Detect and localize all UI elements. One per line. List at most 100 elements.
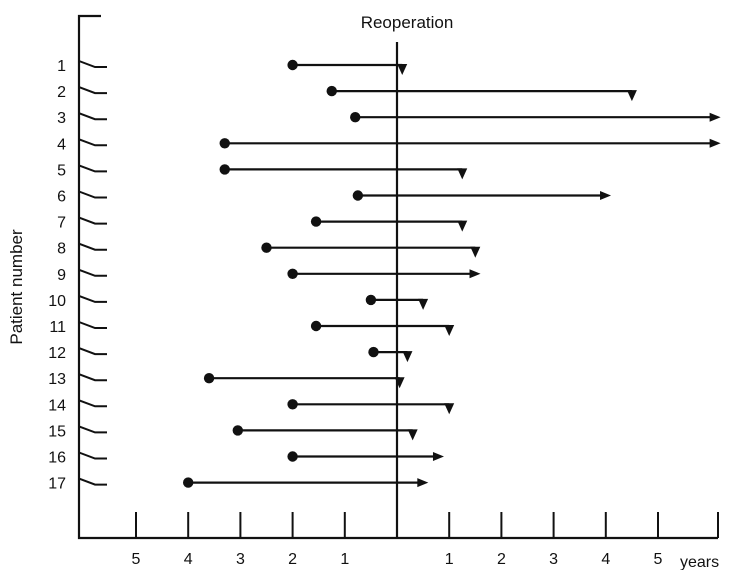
row-tick	[78, 138, 107, 147]
row-tick	[78, 399, 107, 408]
x-tick-label: 5	[654, 551, 663, 568]
patient-interval	[261, 242, 481, 258]
start-dot	[203, 373, 215, 384]
patient-label: 5	[57, 162, 66, 179]
patient-label: 10	[48, 293, 66, 310]
row-tick	[78, 216, 107, 225]
patient-label: 11	[49, 319, 66, 336]
row-tick	[78, 477, 107, 486]
row-tick	[78, 294, 107, 303]
row-tick	[78, 60, 107, 68]
patient-interval	[203, 373, 405, 389]
patient-intervals	[183, 59, 721, 488]
end-triangle	[626, 90, 637, 102]
patient-interval	[352, 190, 612, 201]
arrowhead	[709, 138, 721, 148]
patient-label: 7	[57, 215, 66, 232]
chart-frame	[77, 14, 718, 540]
row-tick	[78, 242, 107, 251]
patient-label: 13	[48, 371, 66, 388]
patient-interval	[310, 320, 455, 336]
arrowhead	[600, 191, 612, 200]
patient-label: 8	[57, 241, 66, 258]
start-dot	[326, 85, 337, 97]
patient-interval	[287, 399, 455, 415]
x-axis-label: years	[680, 554, 719, 570]
patient-interval	[287, 451, 444, 462]
patient-label: 16	[48, 450, 66, 467]
end-triangle	[402, 351, 413, 363]
x-tick-label: 4	[184, 551, 193, 568]
row-tick	[78, 190, 107, 199]
end-triangle	[444, 403, 455, 415]
patient-interval	[365, 294, 429, 310]
x-tick-label: 2	[497, 551, 506, 568]
row-tick	[78, 321, 107, 329]
start-dot	[287, 399, 298, 410]
patient-interval	[219, 164, 468, 180]
start-dot	[310, 216, 322, 227]
patient-label: 3	[57, 110, 66, 127]
patient-interval	[310, 216, 468, 232]
start-dot	[287, 451, 298, 462]
patient-label: 12	[48, 345, 66, 362]
x-tick-label: 5	[132, 551, 141, 568]
end-triangle	[444, 325, 455, 336]
end-triangle	[457, 168, 468, 180]
x-tick-label: 1	[445, 551, 454, 568]
arrowhead	[417, 478, 429, 488]
start-dot	[219, 164, 230, 175]
end-triangle	[407, 429, 418, 441]
row-tick	[78, 347, 107, 356]
x-tick-label: 3	[236, 551, 245, 568]
x-tick-label: 2	[288, 551, 297, 568]
arrowhead	[469, 269, 481, 279]
reference-label: Reoperation	[361, 13, 454, 32]
start-dot	[350, 112, 361, 123]
patient-label: 6	[57, 189, 66, 206]
arrowhead	[709, 112, 721, 122]
patient-label: 15	[48, 423, 66, 440]
end-triangle	[418, 298, 429, 310]
y-axis-label: Patient number	[7, 229, 26, 345]
start-dot	[368, 346, 379, 358]
row-tick	[78, 373, 107, 382]
x-tick-label: 3	[549, 551, 558, 568]
patient-interval	[287, 59, 408, 75]
patient-label: 17	[48, 476, 66, 493]
start-dot	[232, 425, 243, 436]
patient-label: 2	[57, 84, 66, 101]
patient-interval	[183, 477, 429, 488]
row-tick	[78, 425, 107, 434]
patient-interval	[232, 425, 418, 441]
x-tick-label: 1	[340, 551, 349, 568]
start-dot	[287, 59, 298, 71]
row-tick	[78, 164, 107, 173]
patient-label: 14	[48, 397, 66, 414]
x-axis-ticks: 5 4 3 2 1 1 2 3 4 5	[132, 512, 719, 568]
end-triangle	[470, 246, 481, 258]
start-dot	[352, 190, 364, 201]
patient-interval	[350, 112, 721, 123]
start-dot	[365, 294, 377, 306]
start-dot	[183, 477, 194, 488]
row-tick	[78, 112, 107, 121]
patient-label: 1	[57, 58, 66, 75]
patient-label: 4	[57, 136, 66, 153]
patient-label: 9	[57, 267, 66, 284]
end-triangle	[394, 377, 405, 389]
patient-interval	[219, 138, 721, 149]
row-tick	[78, 268, 107, 277]
axis-frame	[77, 14, 718, 540]
arrowhead	[432, 452, 444, 461]
patient-interval	[368, 346, 413, 363]
start-dot	[310, 320, 322, 332]
end-triangle	[397, 64, 408, 75]
x-tick-label: 4	[601, 551, 610, 568]
start-dot	[219, 138, 230, 149]
start-dot	[287, 268, 298, 279]
patient-interval	[287, 268, 481, 279]
row-tick	[78, 451, 107, 460]
